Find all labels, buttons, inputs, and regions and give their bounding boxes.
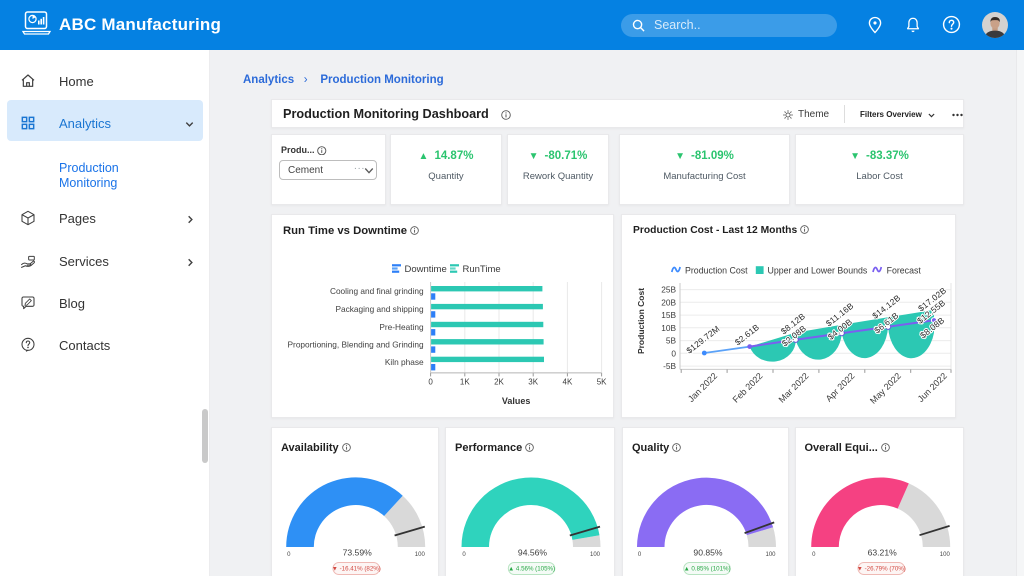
svg-text:4K: 4K <box>563 377 573 386</box>
svg-text:Production Cost: Production Cost <box>685 266 748 276</box>
svg-text:90.85%: 90.85% <box>693 548 723 558</box>
svg-text:Jan 2022: Jan 2022 <box>686 371 719 404</box>
svg-text:Downtime: Downtime <box>405 264 447 275</box>
svg-text:-5B: -5B <box>663 361 676 371</box>
svg-text:Kiln phase: Kiln phase <box>385 357 424 367</box>
svg-text:5K: 5K <box>597 377 607 386</box>
svg-text:▼ -16.41% (82%): ▼ -16.41% (82%) <box>332 566 381 573</box>
svg-text:Jun 2022: Jun 2022 <box>916 371 949 404</box>
svg-text:3K: 3K <box>528 377 538 386</box>
svg-text:Values: Values <box>502 396 531 406</box>
svg-text:100: 100 <box>590 552 601 558</box>
svg-text:Apr 2022: Apr 2022 <box>824 371 857 404</box>
svg-text:0: 0 <box>638 552 642 558</box>
svg-text:63.21%: 63.21% <box>867 548 897 558</box>
svg-text:▲ 4.56% (105%): ▲ 4.56% (105%) <box>508 566 555 573</box>
svg-text:0: 0 <box>287 552 291 558</box>
svg-text:Proportioning, Blending and Gr: Proportioning, Blending and Grinding <box>288 339 424 349</box>
svg-text:Mar 2022: Mar 2022 <box>777 371 811 405</box>
svg-text:May 2022: May 2022 <box>868 371 903 406</box>
svg-text:25B: 25B <box>661 285 676 295</box>
svg-text:▲ 0.85% (101%): ▲ 0.85% (101%) <box>684 566 731 573</box>
svg-text:Pre-Heating: Pre-Heating <box>379 322 424 332</box>
svg-text:Production Cost: Production Cost <box>636 288 646 354</box>
svg-text:Packaging and shipping: Packaging and shipping <box>335 304 423 314</box>
svg-text:Feb 2022: Feb 2022 <box>731 371 765 405</box>
svg-text:Upper and Lower Bounds: Upper and Lower Bounds <box>768 266 868 276</box>
svg-text:0: 0 <box>462 552 466 558</box>
svg-text:100: 100 <box>765 552 776 558</box>
svg-text:15B: 15B <box>661 310 676 320</box>
svg-text:10B: 10B <box>661 323 676 333</box>
svg-text:Forecast: Forecast <box>887 266 922 276</box>
svg-text:2K: 2K <box>494 377 504 386</box>
svg-text:0: 0 <box>428 377 433 386</box>
svg-text:20B: 20B <box>661 297 676 307</box>
svg-text:Cooling and final grinding: Cooling and final grinding <box>330 286 424 296</box>
svg-text:100: 100 <box>939 552 950 558</box>
svg-text:94.56%: 94.56% <box>518 548 548 558</box>
svg-text:73.59%: 73.59% <box>343 548 373 558</box>
svg-text:RunTime: RunTime <box>463 264 501 275</box>
svg-text:▼ -26.79% (70%): ▼ -26.79% (70%) <box>856 566 905 573</box>
svg-text:0: 0 <box>671 348 676 358</box>
svg-text:0: 0 <box>812 552 816 558</box>
svg-text:5B: 5B <box>666 336 677 346</box>
svg-text:$2.61B: $2.61B <box>733 322 761 347</box>
svg-text:1K: 1K <box>460 377 470 386</box>
svg-text:100: 100 <box>415 552 426 558</box>
